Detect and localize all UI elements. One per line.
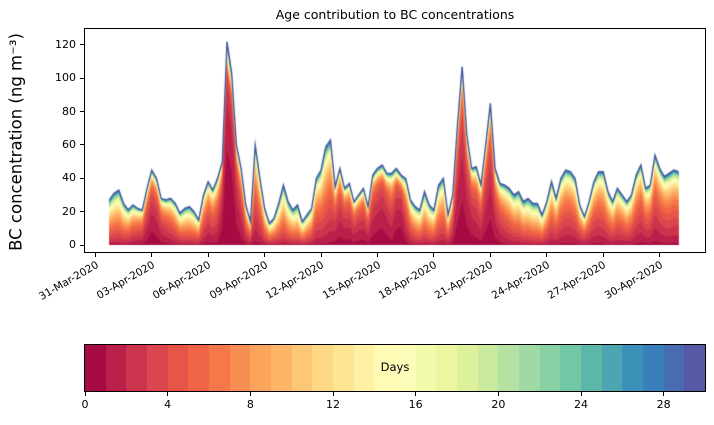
colorbar-segment bbox=[498, 345, 520, 391]
x-tick-mark bbox=[376, 252, 378, 257]
y-tick-mark bbox=[80, 77, 85, 79]
colorbar-label: Days bbox=[380, 360, 410, 374]
y-tick-mark bbox=[80, 177, 85, 179]
colorbar-tick-label: 12 bbox=[326, 398, 340, 411]
colorbar-segment bbox=[436, 345, 458, 391]
colorbar-segment bbox=[477, 345, 499, 391]
colorbar-segment bbox=[663, 345, 685, 391]
colorbar-tick-label: 20 bbox=[491, 398, 506, 411]
colorbar-segment bbox=[250, 345, 272, 391]
y-tick-mark bbox=[80, 111, 85, 113]
colorbar-segment bbox=[560, 345, 582, 391]
x-tick-mark bbox=[207, 252, 209, 257]
y-tick-mark bbox=[80, 44, 85, 46]
colorbar-tick-label: 4 bbox=[164, 398, 172, 411]
colorbar-segment bbox=[374, 345, 396, 391]
colorbar-tick-mark bbox=[663, 391, 665, 396]
y-tick-mark bbox=[80, 244, 85, 246]
colorbar-segment bbox=[167, 345, 189, 391]
chart-title: Age contribution to BC concentrations bbox=[275, 7, 515, 22]
colorbar-tick-mark bbox=[167, 391, 169, 396]
x-tick-label: 31-Mar-2020 bbox=[36, 259, 101, 303]
y-tick-label: 80 bbox=[62, 104, 76, 118]
colorbar-segment bbox=[622, 345, 644, 391]
colorbar-segment bbox=[188, 345, 210, 391]
x-tick-label: 30-Apr-2020 bbox=[602, 259, 665, 302]
x-tick-mark bbox=[151, 252, 153, 257]
y-tick-label: 40 bbox=[62, 171, 76, 185]
y-tick-label: 60 bbox=[62, 137, 76, 151]
colorbar-tick-mark bbox=[84, 391, 86, 396]
colorbar-tick-label: 24 bbox=[574, 398, 588, 411]
colorbar-segment bbox=[519, 345, 540, 391]
x-tick-label: 24-Apr-2020 bbox=[489, 259, 552, 302]
colorbar-segment bbox=[312, 345, 334, 391]
x-tick-label: 06-Apr-2020 bbox=[150, 259, 214, 302]
x-tick-mark bbox=[659, 252, 661, 257]
colorbar-tick-mark bbox=[497, 391, 499, 396]
colorbar-segment bbox=[271, 345, 292, 391]
colorbar-tick-label: 28 bbox=[656, 398, 671, 411]
colorbar-segment bbox=[147, 345, 168, 391]
colorbar-tick-mark bbox=[580, 391, 582, 396]
colorbar-tick-mark bbox=[415, 391, 417, 396]
colorbar-tick-label: 8 bbox=[246, 398, 254, 411]
colorbar-segment bbox=[643, 345, 664, 391]
colorbar-tick-mark bbox=[332, 391, 334, 396]
colorbar-segment bbox=[229, 345, 251, 391]
colorbar-tick-mark bbox=[249, 391, 251, 396]
y-tick-label: 100 bbox=[55, 71, 76, 85]
colorbar-segment bbox=[85, 345, 106, 391]
plot-area bbox=[84, 28, 706, 253]
x-tick-label: 27-Apr-2020 bbox=[546, 259, 609, 302]
y-tick-label: 20 bbox=[62, 204, 76, 218]
y-tick-label: 120 bbox=[55, 37, 76, 51]
colorbar-segment bbox=[415, 345, 437, 391]
colorbar-segment bbox=[333, 345, 354, 391]
colorbar-segment bbox=[291, 345, 313, 391]
colorbar-tick-label: 0 bbox=[81, 398, 89, 411]
x-tick-label: 15-Apr-2020 bbox=[320, 259, 383, 302]
colorbar-segment bbox=[105, 345, 127, 391]
colorbar-segment bbox=[395, 345, 416, 391]
x-tick-mark bbox=[94, 252, 96, 257]
colorbar-tick-label: 16 bbox=[408, 398, 423, 411]
x-tick-label: 03-Apr-2020 bbox=[94, 259, 157, 302]
x-tick-mark bbox=[602, 252, 604, 257]
x-tick-label: 09-Apr-2020 bbox=[207, 259, 270, 302]
colorbar-segment bbox=[581, 345, 602, 391]
x-tick-label: 12-Apr-2020 bbox=[263, 259, 327, 302]
x-tick-mark bbox=[433, 252, 435, 257]
stacked-area-chart bbox=[85, 29, 705, 252]
x-tick-mark bbox=[489, 252, 491, 257]
colorbar-segment bbox=[684, 345, 706, 391]
colorbar-segment bbox=[457, 345, 478, 391]
colorbar-segment bbox=[353, 345, 375, 391]
y-tick-label: 0 bbox=[69, 238, 76, 251]
colorbar-segment bbox=[126, 345, 148, 391]
colorbar-segment bbox=[539, 345, 561, 391]
x-tick-label: 21-Apr-2020 bbox=[433, 259, 496, 302]
colorbar-segment bbox=[209, 345, 230, 391]
colorbar bbox=[84, 344, 706, 392]
y-tick-mark bbox=[80, 211, 85, 213]
x-tick-mark bbox=[320, 252, 322, 257]
x-tick-mark bbox=[546, 252, 548, 257]
x-tick-label: 18-Apr-2020 bbox=[376, 259, 439, 302]
colorbar-segment bbox=[601, 345, 623, 391]
y-tick-mark bbox=[80, 144, 85, 146]
x-tick-mark bbox=[264, 252, 266, 257]
